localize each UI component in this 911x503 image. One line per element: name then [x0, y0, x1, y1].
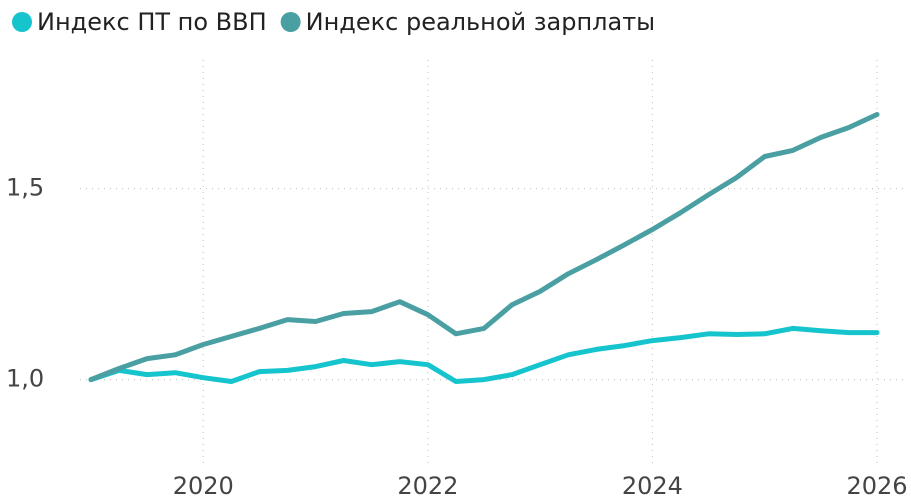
line: [88, 325, 880, 384]
line: [88, 112, 880, 383]
legend-label: Индекс ПТ по ВВП: [37, 8, 267, 36]
x-tick-label: 2024: [622, 472, 683, 500]
x-tick-label: 2026: [846, 472, 907, 500]
legend-label: Индекс реальной зарплаты: [306, 8, 656, 36]
legend-marker: [280, 12, 301, 32]
x-tick-label: 2020: [173, 472, 234, 500]
legend-marker: [12, 12, 32, 32]
x-tick-label: 2022: [397, 472, 458, 500]
y-tick-label: 1,0: [6, 365, 44, 393]
y-tick-label: 1,5: [6, 174, 44, 202]
